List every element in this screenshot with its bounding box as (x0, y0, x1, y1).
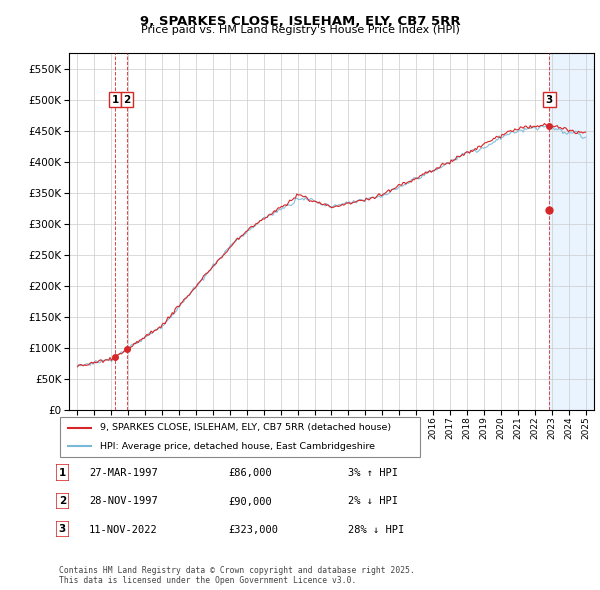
FancyBboxPatch shape (60, 417, 420, 457)
Text: 28-NOV-1997: 28-NOV-1997 (89, 497, 158, 506)
Text: Price paid vs. HM Land Registry's House Price Index (HPI): Price paid vs. HM Land Registry's House … (140, 25, 460, 35)
Text: 27-MAR-1997: 27-MAR-1997 (89, 468, 158, 478)
FancyBboxPatch shape (56, 521, 69, 537)
Text: 2% ↓ HPI: 2% ↓ HPI (348, 497, 398, 506)
Text: 3: 3 (545, 94, 553, 104)
Text: 1: 1 (112, 94, 119, 104)
Text: Contains HM Land Registry data © Crown copyright and database right 2025.
This d: Contains HM Land Registry data © Crown c… (59, 566, 415, 585)
Text: £86,000: £86,000 (228, 468, 272, 478)
Text: 9, SPARKES CLOSE, ISLEHAM, ELY, CB7 5RR (detached house): 9, SPARKES CLOSE, ISLEHAM, ELY, CB7 5RR … (100, 424, 391, 432)
Bar (549, 53, 594, 410)
Text: 11-NOV-2022: 11-NOV-2022 (89, 525, 158, 535)
Text: 9, SPARKES CLOSE, ISLEHAM, ELY, CB7 5RR: 9, SPARKES CLOSE, ISLEHAM, ELY, CB7 5RR (140, 15, 460, 28)
Text: £323,000: £323,000 (228, 525, 278, 535)
Text: 1: 1 (59, 468, 66, 477)
Text: 28% ↓ HPI: 28% ↓ HPI (348, 525, 404, 535)
Text: 2: 2 (123, 94, 130, 104)
Text: £90,000: £90,000 (228, 497, 272, 506)
Text: 3: 3 (59, 525, 66, 534)
FancyBboxPatch shape (56, 464, 69, 481)
Text: 2: 2 (59, 496, 66, 506)
Text: HPI: Average price, detached house, East Cambridgeshire: HPI: Average price, detached house, East… (100, 442, 374, 451)
Text: 3% ↑ HPI: 3% ↑ HPI (348, 468, 398, 478)
FancyBboxPatch shape (56, 493, 69, 509)
